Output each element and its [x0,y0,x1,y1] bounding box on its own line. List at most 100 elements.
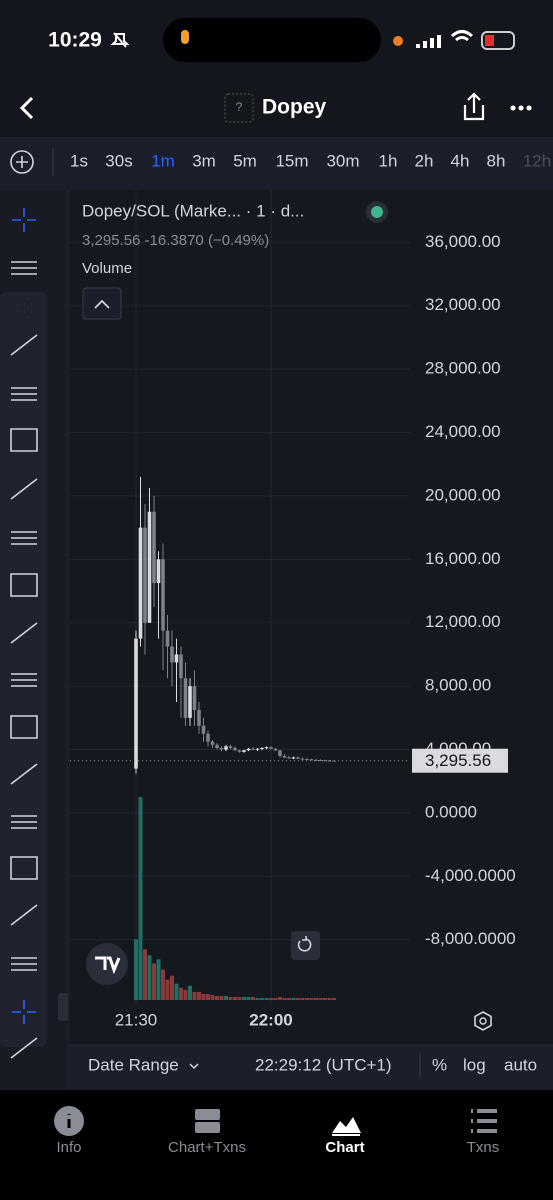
percent-toggle[interactable]: % [432,1055,447,1074]
volume-bar [183,989,188,1000]
candle-body [210,741,215,745]
volume-label: Volume [82,260,132,277]
chart-txns-icon [195,1122,220,1133]
chart-subtitle: 3,295.56 -16.3870 (−0.49%) [82,232,269,249]
tool-button[interactable] [10,334,38,356]
add-button[interactable] [10,150,34,174]
candle-body [273,748,278,751]
tool-button[interactable] [11,957,37,971]
tool-button[interactable] [11,531,37,545]
back-button[interactable] [19,96,34,120]
x-tick-label: 22:00 [249,1010,292,1029]
volume-bar [237,996,242,1000]
tool-button[interactable] [12,208,36,232]
share-button[interactable] [463,92,485,121]
timeframe[interactable]: 2h [415,151,434,170]
price-label-box [412,748,508,773]
volume-bar [206,993,210,1000]
tv-logo [86,943,128,985]
battery [481,31,515,50]
y-tick-label: -8,000.0000 [425,929,516,948]
dynamic-island [163,18,381,62]
tool-button[interactable] [10,622,38,644]
tool-button[interactable] [10,1037,38,1059]
tool-button[interactable] [10,573,38,597]
candle-body [251,748,255,750]
candle-body [291,757,296,759]
auto-toggle[interactable]: auto [504,1055,537,1074]
tool-button[interactable] [10,856,38,880]
volume-bar [323,997,327,1000]
timeframe[interactable]: 1m [151,151,175,170]
volume-bar [300,997,305,1000]
timeframes: 1s 30s 1m 3m 5m 15m 30m 1h 2h 4h 8h 12h [70,151,551,170]
volume-bar [156,959,161,1000]
tab-label[interactable]: Info [56,1139,81,1156]
toolbar-handle[interactable] [58,993,68,1021]
timeframe[interactable]: 3m [192,151,216,170]
y-tick-label: 32,000.00 [425,295,501,314]
volume-bar [296,997,300,1000]
volume-bar [305,997,309,1000]
volume-bar [192,991,197,1000]
timeframe[interactable]: 12h [523,151,551,170]
candle-body [215,744,219,748]
y-tick-label: 20,000.00 [425,485,501,504]
tool-button[interactable] [12,1000,36,1024]
candle-body [138,527,143,639]
tool-button[interactable] [11,387,37,401]
volume-bar [228,996,233,1000]
collapse-button[interactable] [82,287,122,320]
candle-body [165,630,170,647]
date-range[interactable]: Date Range [88,1055,179,1074]
reset-button[interactable] [291,931,320,960]
tool-button[interactable] [10,715,38,739]
tab-label[interactable]: Chart+Txns [168,1139,246,1156]
volume-bar [147,955,152,1000]
candle-body [318,760,323,762]
candle-body [197,709,201,726]
tool-button[interactable] [10,904,38,926]
mute-icon [110,32,130,48]
log-toggle[interactable]: log [463,1055,486,1074]
candle-body [300,758,305,760]
tool-button[interactable] [10,763,38,785]
timeframe[interactable]: 4h [451,151,470,170]
timeframe[interactable]: 5m [233,151,257,170]
timeframe[interactable]: 30s [105,151,132,170]
settings-button[interactable] [474,1011,492,1031]
tool-icons [10,208,68,1059]
y-tick-label: 16,000.00 [425,549,501,568]
timeframe[interactable]: 30m [326,151,359,170]
tool-button[interactable] [11,261,37,275]
candle-body [224,746,228,750]
candle-body [242,750,246,752]
timeframe[interactable]: 1s [70,151,88,170]
volume-bar [246,996,251,1000]
timeframe[interactable]: 15m [275,151,308,170]
y-tick-label: 12,000.00 [425,612,501,631]
volume-bar [314,997,318,1000]
candle-body [206,733,210,742]
volume-bar [233,996,237,1000]
candle-body [287,757,291,759]
candle-body [192,686,197,710]
tool-button[interactable] [10,478,38,500]
tool-button[interactable] [11,673,37,687]
y-tick-label: -4,000.0000 [425,866,516,885]
timeframe[interactable]: 1h [379,151,398,170]
tool-button[interactable] [11,815,37,829]
tool-button[interactable] [10,428,38,452]
tab-label[interactable]: Txns [467,1139,500,1156]
chart-icon [332,1117,361,1133]
txns-icon [471,1109,497,1133]
tv-logo-mark [95,956,121,975]
tool-button[interactable] [17,303,32,313]
tab-label[interactable]: Chart [325,1139,364,1156]
candle-body [237,750,242,752]
timeframe[interactable]: 8h [487,151,506,170]
token-icon-text: ? [236,100,243,114]
candle-body [147,511,152,623]
volume-bar [255,997,260,1000]
